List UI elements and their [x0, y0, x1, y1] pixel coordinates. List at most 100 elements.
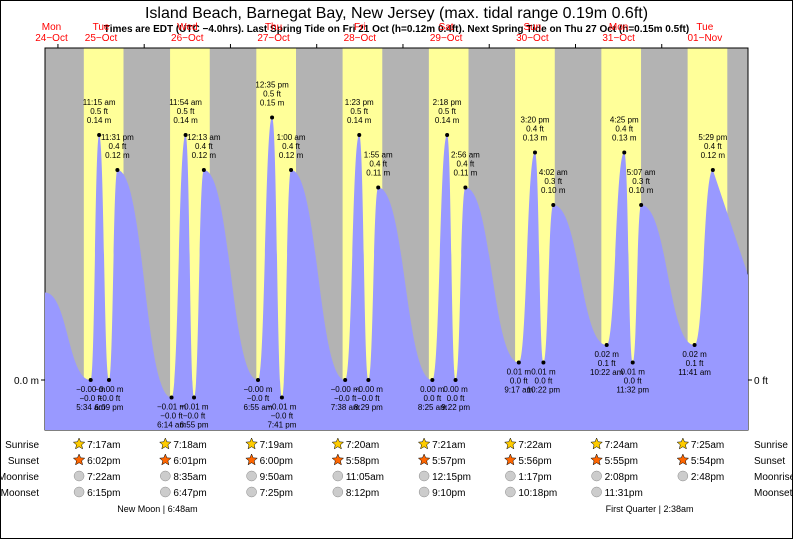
- day-header: Sat: [439, 22, 454, 33]
- svg-text:0.11 m: 0.11 m: [453, 169, 477, 178]
- svg-text:0.00 m: 0.00 m: [443, 385, 468, 394]
- svg-text:0.14 m: 0.14 m: [435, 116, 460, 125]
- moonrise-time: 2:08pm: [605, 472, 638, 483]
- star-icon: [591, 438, 602, 449]
- svg-text:0.14 m: 0.14 m: [173, 116, 198, 125]
- tide-extreme-dot: [517, 361, 521, 365]
- svg-text:0.3 ft: 0.3 ft: [544, 177, 563, 186]
- svg-text:7:41 pm: 7:41 pm: [267, 421, 296, 430]
- svg-text:0.01 m: 0.01 m: [531, 368, 556, 377]
- svg-text:0.4 ft: 0.4 ft: [282, 142, 301, 151]
- moon-icon: [74, 471, 84, 481]
- row-label-moonset-right: Moonset: [754, 488, 793, 499]
- svg-text:5:07 am: 5:07 am: [627, 168, 656, 177]
- svg-text:11:54 am: 11:54 am: [169, 98, 202, 107]
- moonset-time: 11:31pm: [605, 488, 643, 499]
- y-axis-left-zero: 0.0 m: [14, 376, 39, 387]
- moon-icon: [247, 487, 257, 497]
- star-icon: [418, 454, 429, 465]
- moonrise-time: 11:05am: [346, 472, 384, 483]
- day-header-date: 29−Oct: [430, 33, 463, 44]
- svg-text:0.0 ft: 0.0 ft: [510, 377, 529, 386]
- moon-icon: [160, 487, 170, 497]
- svg-text:−0.00 m: −0.00 m: [354, 385, 383, 394]
- svg-text:0.5 ft: 0.5 ft: [438, 107, 457, 116]
- svg-text:4:02 am: 4:02 am: [539, 168, 568, 177]
- svg-text:0.4 ft: 0.4 ft: [109, 142, 128, 151]
- tide-extreme-dot: [270, 116, 274, 120]
- star-icon: [677, 438, 688, 449]
- row-label-moonrise-right: Moonrise: [754, 472, 793, 483]
- tide-extreme-dot: [170, 396, 174, 400]
- svg-text:−0.0 ft: −0.0 ft: [334, 394, 357, 403]
- tide-extreme-dot: [256, 378, 260, 382]
- svg-text:1:55 am: 1:55 am: [364, 151, 393, 160]
- moonrise-time: 2:48pm: [691, 472, 724, 483]
- svg-text:−0.00 m: −0.00 m: [243, 385, 272, 394]
- svg-text:−0.00 m: −0.00 m: [94, 385, 123, 394]
- svg-text:0.13 m: 0.13 m: [523, 134, 548, 143]
- tide-extreme-dot: [89, 378, 93, 382]
- sunrise-time: 7:19am: [260, 440, 293, 451]
- sunset-time: 5:56pm: [518, 456, 551, 467]
- sunrise-time: 7:17am: [87, 440, 120, 451]
- star-icon: [332, 454, 343, 465]
- svg-text:0.10 m: 0.10 m: [629, 186, 654, 195]
- svg-text:11:41 am: 11:41 am: [678, 368, 711, 377]
- svg-text:0.1 ft: 0.1 ft: [598, 359, 617, 368]
- star-icon: [591, 454, 602, 465]
- svg-text:8:29 pm: 8:29 pm: [354, 403, 383, 412]
- moonset-time: 10:18pm: [518, 488, 557, 499]
- tide-extreme-dot: [711, 168, 715, 172]
- moon-icon: [505, 487, 515, 497]
- sunset-time: 5:54pm: [691, 456, 724, 467]
- tide-extreme-dot: [445, 133, 449, 137]
- day-header: Tue: [93, 22, 110, 33]
- moon-icon: [592, 487, 602, 497]
- svg-text:5:29 pm: 5:29 pm: [698, 133, 727, 142]
- svg-text:0.0 ft: 0.0 ft: [535, 377, 554, 386]
- sunrise-time: 7:22am: [518, 440, 551, 451]
- chart-title: Island Beach, Barnegat Bay, New Jersey (…: [145, 5, 648, 22]
- svg-text:0.10 m: 0.10 m: [541, 186, 566, 195]
- svg-text:4:25 pm: 4:25 pm: [610, 116, 639, 125]
- svg-text:11:31 pm: 11:31 pm: [101, 133, 134, 142]
- tide-extreme-dot: [693, 343, 697, 347]
- svg-text:−0.01 m: −0.01 m: [179, 403, 208, 412]
- svg-text:0.4 ft: 0.4 ft: [704, 142, 723, 151]
- sunset-time: 6:01pm: [173, 456, 206, 467]
- svg-text:1:00 am: 1:00 am: [277, 133, 306, 142]
- sunset-time: 5:57pm: [432, 456, 465, 467]
- svg-text:0.4 ft: 0.4 ft: [456, 160, 475, 169]
- moon-icon: [419, 487, 429, 497]
- svg-text:0.0 ft: 0.0 ft: [447, 394, 466, 403]
- row-label-sunset-right: Sunset: [754, 456, 785, 467]
- moonset-time: 9:10pm: [432, 488, 465, 499]
- moonrise-time: 1:17pm: [518, 472, 551, 483]
- svg-text:11:15 am: 11:15 am: [83, 98, 116, 107]
- svg-text:0.12 m: 0.12 m: [279, 151, 304, 160]
- star-icon: [418, 438, 429, 449]
- tide-extreme-dot: [289, 168, 293, 172]
- moonset-time: 6:47pm: [173, 488, 206, 499]
- star-icon: [677, 454, 688, 465]
- svg-text:0.5 ft: 0.5 ft: [177, 107, 196, 116]
- star-icon: [246, 438, 257, 449]
- day-header-date: 01−Nov: [687, 33, 722, 44]
- svg-text:3:20 pm: 3:20 pm: [521, 116, 550, 125]
- star-icon: [160, 438, 171, 449]
- svg-text:−0.0 ft: −0.0 ft: [98, 394, 121, 403]
- svg-text:0.14 m: 0.14 m: [87, 116, 112, 125]
- moonrise-time: 9:50am: [260, 472, 293, 483]
- svg-text:0.4 ft: 0.4 ft: [369, 160, 388, 169]
- low-tide-label: −0.01 m−0.0 ft7:41 pm: [267, 403, 296, 430]
- day-header: Mon: [609, 22, 628, 33]
- sunset-time: 5:58pm: [346, 456, 379, 467]
- svg-text:−0.0 ft: −0.0 ft: [357, 394, 380, 403]
- low-tide-label: −0.00 m−0.0 ft6:09 pm: [94, 385, 123, 412]
- svg-text:2:18 pm: 2:18 pm: [433, 98, 462, 107]
- sunset-time: 5:55pm: [605, 456, 638, 467]
- svg-text:−0.0 ft: −0.0 ft: [271, 412, 294, 421]
- star-icon: [332, 438, 343, 449]
- day-header: Tue: [696, 22, 713, 33]
